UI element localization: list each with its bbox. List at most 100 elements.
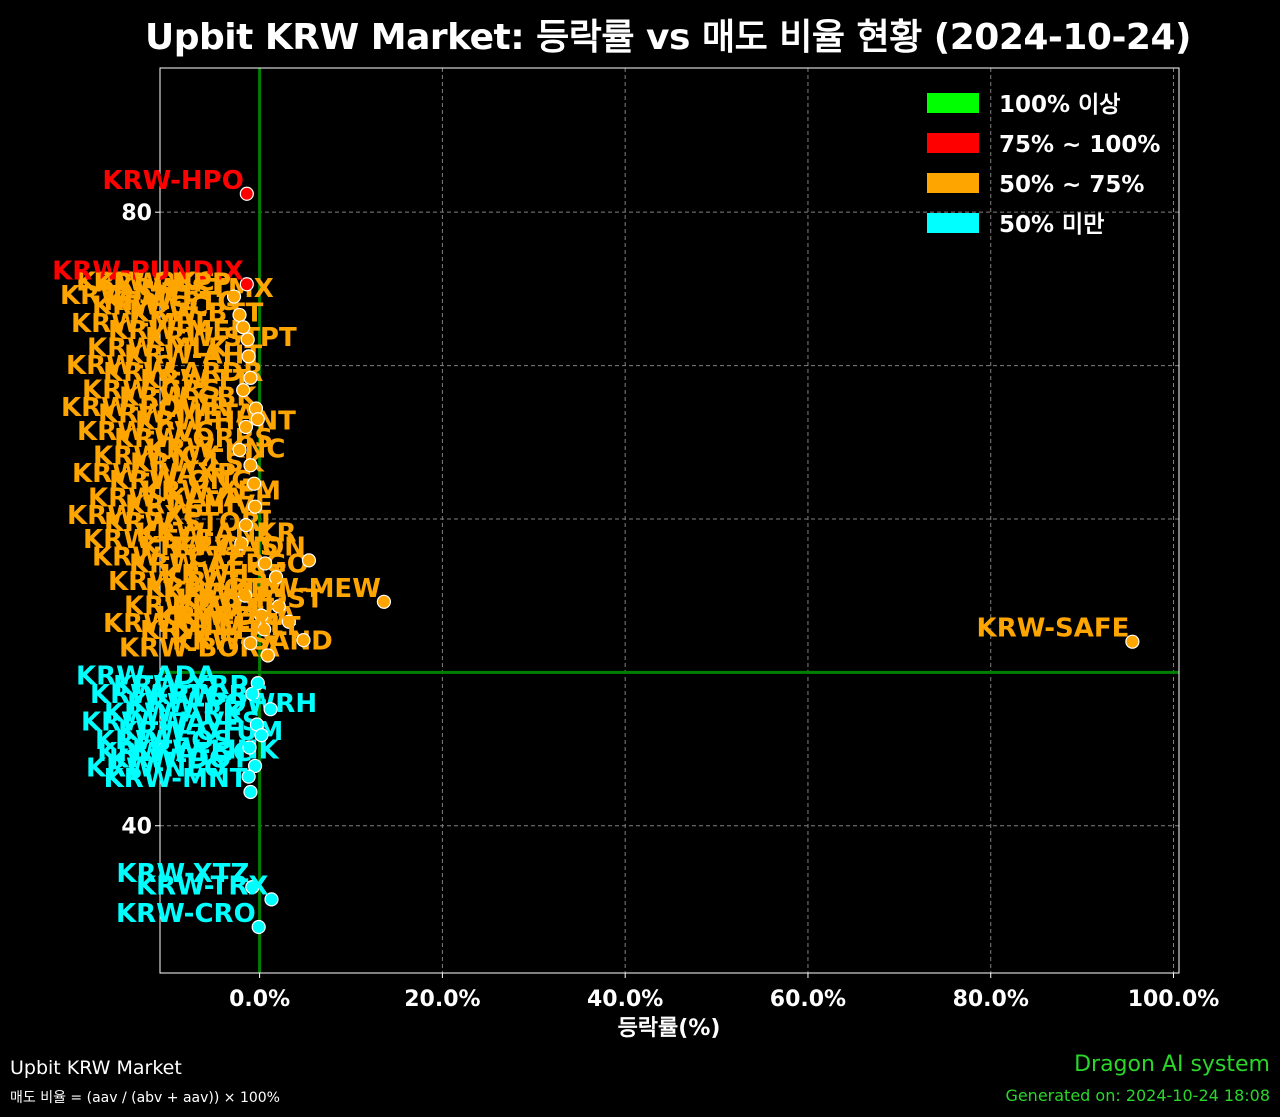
reference-lines [160, 68, 1179, 973]
data-point [301, 553, 317, 568]
data-point [236, 320, 251, 335]
overlap-point-label: KRW-IQ [66, 351, 176, 381]
overlap-point-label: KRW-FCT2 [92, 543, 243, 573]
data-point [271, 599, 286, 614]
overlap-point-label: KRW-DOT [109, 744, 249, 774]
x-tick-label: 40.0% [587, 987, 663, 1012]
footer-market-name: Upbit KRW Market [10, 1057, 182, 1079]
data-point [238, 518, 254, 533]
overlap-point-label: KRW-ANKR [136, 518, 297, 548]
overlap-point-label: KRW-WAVES [81, 708, 261, 738]
data-point [243, 370, 258, 385]
point-label: KRW-UPP [93, 269, 231, 299]
data-point [257, 622, 272, 637]
data-point [251, 919, 266, 935]
data-point [234, 536, 249, 551]
legend-label: 75% ~ 100% [999, 132, 1160, 158]
point-label: KRW-MEW [230, 574, 381, 604]
point-label: KRW-TRX [136, 871, 268, 901]
data-point [239, 277, 254, 292]
data-point [243, 636, 258, 651]
overlap-point-label: KRW-XRP [113, 671, 248, 701]
data-point [245, 686, 260, 701]
legend-label: 50% 미만 [999, 212, 1104, 238]
overlap-point-label: KRW-ICX [93, 442, 220, 472]
overlap-point-label: KRW-EOS [95, 726, 232, 756]
overlap-point-label: KRW-BTG [90, 680, 227, 710]
legend-label: 100% 이상 [999, 92, 1120, 118]
data-point [232, 442, 247, 458]
point-label: KRW-MNT [104, 764, 248, 794]
data-point [268, 570, 284, 585]
data-point [242, 740, 257, 755]
legend-swatch [927, 93, 979, 113]
overlap-point-label: KRW-TT [140, 365, 251, 395]
x-tick-label: 60.0% [770, 987, 846, 1012]
data-point [247, 758, 263, 774]
data-point [257, 556, 273, 571]
point-label: KRW-LE [163, 578, 276, 608]
data-point [247, 476, 262, 491]
data-point [1125, 634, 1140, 649]
legend-swatch [927, 173, 979, 193]
legend-label: 50% ~ 75% [999, 172, 1144, 198]
overlap-point-label: KRW-META [98, 400, 256, 430]
overlap-point-label: KRW-GLM [145, 574, 287, 604]
data-point [243, 458, 258, 473]
x-tick-label: 80.0% [953, 987, 1029, 1012]
point-label: KRW-TH [172, 594, 286, 624]
chart-title: Upbit KRW Market: 등락률 vs 매도 비율 현황 (2024-… [145, 17, 1191, 58]
overlap-point-label: KRW-POWRH [127, 689, 317, 719]
data-point [243, 784, 258, 800]
footer-formula: 매도 비율 = (aav / (abv + aav)) × 100% [10, 1090, 280, 1106]
point-labels: KRW-HPOKRW-PUNDIXKRW-SAFEKRW-MEWKRW-UPPK… [52, 166, 1129, 929]
data-point [254, 728, 269, 743]
data-point [239, 186, 254, 201]
y-tick-label: 80 [121, 201, 152, 226]
footer-generated-time: Generated on: 2024-10-24 18:08 [1005, 1086, 1270, 1105]
point-label: KRW-PUNDIX [52, 256, 244, 286]
overlap-point-label: KRW-ONG [109, 466, 253, 496]
overlap-point-label: KRW-GRS [82, 375, 221, 405]
data-point [241, 349, 256, 364]
legend: 100% 이상 75% ~ 100% 50% ~ 75% 50% 미만 [927, 92, 1160, 238]
overlap-point-label: KRW-ARDR [103, 358, 263, 388]
data-point [263, 702, 278, 717]
overlap-point-label: KRW-ELF [83, 525, 214, 555]
overlap-point-label: KRW-HUNT [135, 407, 296, 437]
data-point [254, 608, 269, 623]
overlap-point-label: KRW-STPT [145, 323, 297, 353]
data-point [237, 588, 253, 603]
data-point [264, 892, 279, 907]
overlapping-label-cluster: KRW-SNTKRW-STMXKRW-QKCKRW-BTTKRW-SCKRW-S… [60, 267, 333, 783]
overlap-point-label: KRW-NEO [86, 754, 226, 784]
data-point [281, 614, 296, 629]
overlap-point-label: KRW-MED [108, 316, 252, 346]
overlap-point-label: KRW-WAXP [72, 459, 236, 489]
point-label: KRW-ALT [172, 612, 301, 642]
footer-brand: Dragon AI system [1074, 1052, 1270, 1077]
point-label: KRW-SAFE [977, 614, 1130, 644]
overlap-point-label: KRW-AHT [124, 340, 262, 370]
overlap-point-label: KRW-KAVA [88, 483, 243, 513]
axis-ticks: 0.0% 20.0% 40.0% 60.0% 80.0% 100.0% 40 80 [121, 201, 1219, 1012]
data-point [260, 648, 275, 663]
data-point [240, 332, 255, 347]
overlap-point-label: KRW-KNC [146, 435, 285, 465]
legend-swatch [927, 213, 979, 233]
overlap-point-label: KRW-SXP [67, 501, 203, 531]
overlap-point-label: KRW-ARK [104, 698, 244, 728]
overlap-point-label: KRW-MLK [87, 334, 229, 364]
overlap-point-label: KRW-STEEM [103, 609, 279, 639]
overlap-point-label: KRW-SNT [60, 281, 197, 311]
x-tick-label: 20.0% [404, 987, 480, 1012]
data-point [245, 880, 260, 895]
point-label: KRW-ETC [103, 287, 236, 317]
plot-background [160, 68, 1179, 973]
overlap-point-label: KRW-POWR [61, 393, 229, 423]
overlap-point-label: KRW-QKC [76, 267, 215, 297]
y-tick-label: 40 [121, 815, 152, 840]
overlap-point-label: KRW-CVC [77, 417, 214, 447]
plot-frame [159, 67, 1180, 974]
